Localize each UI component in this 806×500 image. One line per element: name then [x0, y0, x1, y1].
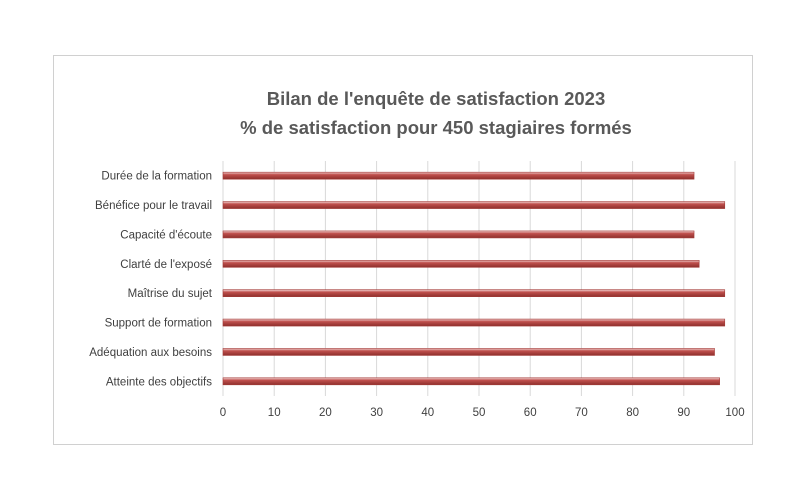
x-tick-label: 50 — [473, 407, 486, 419]
category-labels: Durée de la formation Bénéfice pour le tr… — [89, 171, 213, 389]
bar — [222, 318, 726, 327]
bars — [222, 171, 726, 386]
x-tick-label: 100 — [725, 407, 744, 419]
bar — [222, 171, 695, 180]
x-tick-label: 90 — [677, 407, 690, 419]
bar — [222, 289, 726, 297]
category-label: Support de formation — [105, 318, 212, 330]
category-label: Bénéfice pour le travail — [95, 200, 212, 212]
x-tick-label: 0 — [220, 407, 226, 419]
bar — [222, 377, 720, 386]
chart-title-line-2: % de satisfaction pour 450 stagiaires fo… — [240, 117, 632, 138]
bar — [222, 201, 726, 209]
x-tick-label: 60 — [524, 407, 537, 419]
x-axis-tick-labels: 0 10 20 30 40 50 60 70 80 90 100 — [220, 407, 745, 419]
category-label: Adéquation aux besoins — [89, 347, 212, 359]
x-tick-label: 70 — [575, 407, 588, 419]
category-label: Clarté de l'exposé — [120, 259, 212, 271]
chart-area: Bilan de l'enquête de satisfaction 2023 … — [53, 55, 753, 445]
x-tick-label: 20 — [319, 407, 332, 419]
x-tick-label: 30 — [370, 407, 383, 419]
category-label: Capacité d'écoute — [120, 229, 212, 241]
bar — [222, 260, 700, 268]
bar — [222, 230, 695, 239]
bar — [222, 348, 715, 356]
category-label: Durée de la formation — [101, 171, 212, 183]
gridlines — [222, 161, 736, 396]
category-label: Maîtrise du sujet — [128, 288, 213, 300]
x-tick-label: 10 — [268, 407, 281, 419]
chart-title-line-1: Bilan de l'enquête de satisfaction 2023 — [267, 88, 606, 109]
category-label: Atteinte des objectifs — [106, 376, 212, 388]
x-tick-label: 40 — [421, 407, 434, 419]
x-tick-label: 80 — [626, 407, 639, 419]
bar-chart: Bilan de l'enquête de satisfaction 2023 … — [89, 88, 745, 419]
